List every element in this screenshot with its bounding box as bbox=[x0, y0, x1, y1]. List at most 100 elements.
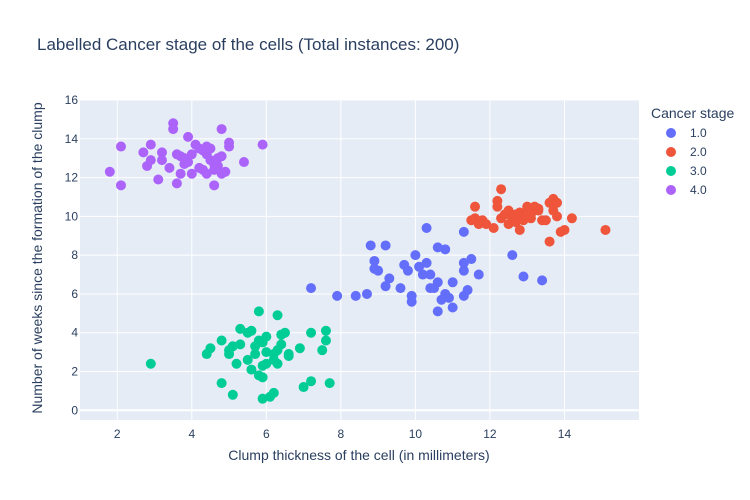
x-tick-label: 10 bbox=[409, 427, 423, 441]
data-point bbox=[492, 195, 503, 206]
data-point bbox=[320, 335, 331, 346]
data-point bbox=[216, 124, 227, 135]
data-point bbox=[268, 387, 279, 398]
data-point bbox=[552, 197, 563, 208]
data-points bbox=[104, 118, 611, 404]
legend-marker bbox=[666, 185, 676, 195]
data-point bbox=[186, 168, 197, 179]
data-point bbox=[283, 351, 294, 361]
x-tick-label: 2 bbox=[114, 427, 121, 441]
data-point bbox=[279, 327, 290, 338]
data-point bbox=[306, 283, 317, 294]
data-point bbox=[540, 215, 551, 226]
data-point bbox=[183, 131, 194, 142]
legend-items[interactable]: 1.0 2.0 3.0 4.0 bbox=[666, 126, 707, 197]
data-point bbox=[201, 168, 212, 179]
data-point bbox=[171, 178, 182, 189]
legend-label: 1.0 bbox=[690, 126, 707, 140]
data-point bbox=[458, 226, 469, 237]
data-point bbox=[306, 327, 317, 338]
y-tick-label: 6 bbox=[71, 287, 78, 301]
data-point bbox=[533, 203, 544, 214]
data-point bbox=[235, 339, 246, 350]
y-tick-label: 16 bbox=[65, 93, 79, 107]
data-point bbox=[145, 155, 156, 166]
data-point bbox=[447, 302, 458, 313]
data-point bbox=[432, 306, 443, 317]
data-point bbox=[257, 372, 268, 383]
data-point bbox=[115, 141, 126, 152]
y-tick-label: 2 bbox=[71, 365, 78, 379]
data-point bbox=[537, 275, 548, 286]
legend-marker bbox=[666, 147, 676, 157]
legend-item-2.0[interactable]: 2.0 bbox=[666, 145, 707, 159]
x-tick-label: 14 bbox=[558, 427, 572, 441]
data-point bbox=[402, 265, 413, 276]
data-point bbox=[380, 240, 391, 251]
data-point bbox=[183, 157, 194, 168]
data-point bbox=[261, 358, 272, 369]
y-tick-label: 8 bbox=[71, 248, 78, 262]
y-tick-label: 10 bbox=[65, 209, 79, 223]
legend-label: 3.0 bbox=[690, 164, 707, 178]
data-point bbox=[600, 224, 611, 235]
data-point bbox=[164, 162, 175, 173]
data-point bbox=[466, 254, 477, 265]
data-point bbox=[350, 290, 361, 301]
data-point bbox=[425, 269, 436, 280]
data-point bbox=[414, 261, 425, 272]
data-point bbox=[566, 213, 577, 224]
data-point bbox=[272, 358, 283, 369]
data-point bbox=[443, 292, 454, 303]
legend-label: 4.0 bbox=[690, 183, 707, 197]
legend-marker bbox=[666, 128, 676, 138]
data-point bbox=[432, 277, 443, 288]
data-point bbox=[458, 257, 469, 268]
x-tick-label: 4 bbox=[188, 427, 195, 441]
data-point bbox=[294, 343, 305, 354]
data-point bbox=[224, 141, 235, 152]
data-point bbox=[470, 201, 481, 212]
data-point bbox=[462, 285, 473, 296]
data-point bbox=[447, 277, 458, 288]
data-point bbox=[440, 244, 451, 255]
data-point bbox=[324, 378, 335, 389]
legend-marker bbox=[666, 166, 676, 176]
data-point bbox=[216, 335, 227, 346]
data-point bbox=[507, 250, 518, 261]
legend-title: Cancer stage bbox=[651, 105, 734, 121]
data-point bbox=[421, 223, 432, 233]
data-point bbox=[168, 124, 179, 135]
data-point bbox=[525, 209, 536, 220]
data-point bbox=[216, 151, 227, 162]
legend-label: 2.0 bbox=[690, 145, 707, 159]
series-1.0 bbox=[306, 223, 548, 317]
data-point bbox=[272, 310, 283, 321]
data-point bbox=[395, 283, 406, 294]
data-point bbox=[246, 325, 257, 336]
legend-item-1.0[interactable]: 1.0 bbox=[666, 126, 707, 140]
data-point bbox=[156, 147, 167, 158]
data-point bbox=[518, 271, 529, 282]
data-point bbox=[473, 269, 484, 280]
data-point bbox=[209, 164, 220, 175]
chart-title: Labelled Cancer stage of the cells (Tota… bbox=[37, 35, 459, 54]
data-point bbox=[145, 358, 156, 369]
data-point bbox=[238, 157, 249, 168]
data-point bbox=[317, 345, 328, 356]
data-point bbox=[298, 382, 309, 393]
legend-item-4.0[interactable]: 4.0 bbox=[666, 183, 707, 197]
y-tick-label: 14 bbox=[65, 132, 79, 146]
legend[interactable]: Cancer stage 1.0 2.0 3.0 4.0 bbox=[651, 105, 734, 197]
data-point bbox=[261, 331, 272, 342]
data-point bbox=[209, 180, 220, 191]
data-point bbox=[253, 306, 264, 317]
legend-item-3.0[interactable]: 3.0 bbox=[666, 164, 707, 178]
data-point bbox=[410, 250, 421, 261]
data-point bbox=[257, 139, 268, 150]
data-point bbox=[145, 139, 156, 150]
data-point bbox=[361, 288, 372, 299]
data-point bbox=[365, 240, 376, 251]
